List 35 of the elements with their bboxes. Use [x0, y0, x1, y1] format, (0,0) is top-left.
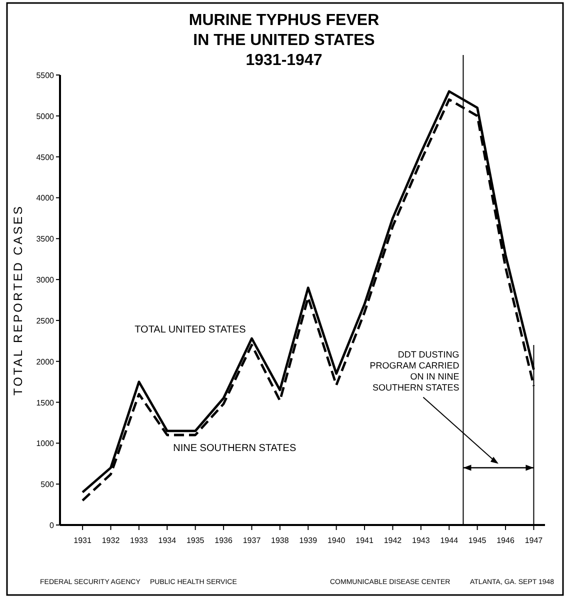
y-axis-title: TOTAL REPORTED CASES — [11, 204, 25, 396]
x-tick-label: 1936 — [214, 536, 233, 545]
y-tick-label: 5500 — [36, 71, 55, 80]
chart-title: MURINE TYPHUS FEVER IN THE UNITED STATES — [188, 12, 380, 49]
x-tick-label: 1941 — [356, 536, 374, 545]
x-tick-label: 1931 — [74, 536, 92, 545]
y-tick-label: 2000 — [36, 357, 55, 366]
y-tick-label: 3500 — [36, 234, 55, 244]
x-tick-label: 1939 — [299, 536, 318, 545]
x-tick-label: 1944 — [440, 536, 459, 545]
y-tick-label: 4000 — [36, 194, 55, 203]
y-tick-label: 5000 — [36, 112, 55, 121]
x-tick-label: 1937 — [242, 536, 262, 545]
y-tick-label: 3000 — [36, 276, 55, 285]
x-tick-label: 1942 — [384, 536, 402, 545]
x-tick-label: 1947 — [524, 536, 544, 545]
x-tick-label: 1934 — [158, 536, 177, 545]
y-tick-label: 1500 — [36, 398, 55, 408]
x-tick-label: 1933 — [130, 536, 148, 545]
x-tick-label: 1943 — [412, 536, 430, 545]
x-tick-label: 1946 — [496, 536, 515, 545]
series-label: NINE SOUTHERN STATES — [173, 443, 296, 454]
y-tick-label: 1000 — [36, 439, 55, 448]
y-tick-label: 2500 — [36, 316, 55, 326]
ref-line-label: DDT DUSTING PROGRAM CARRIED ON IN NINE SOUTHERN STATES — [370, 349, 460, 392]
series-label: TOTAL UNITED STATES — [134, 324, 246, 336]
x-tick-label: 1932 — [102, 536, 120, 545]
y-tick-label: 500 — [40, 480, 55, 490]
x-tick-label: 1940 — [327, 536, 346, 545]
y-tick-label: 4500 — [36, 152, 55, 162]
chart-subtitle: 1931-1947 — [246, 52, 322, 69]
x-tick-label: 1938 — [271, 536, 290, 545]
y-tick-label: 0 — [50, 521, 55, 530]
x-tick-label: 1935 — [186, 536, 205, 545]
x-tick-label: 1945 — [468, 536, 487, 545]
